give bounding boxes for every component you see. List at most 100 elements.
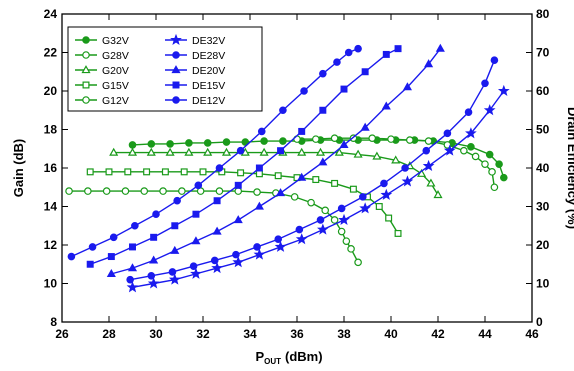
data-point	[497, 84, 510, 96]
series-de32v	[126, 84, 510, 293]
data-point	[203, 139, 212, 147]
legend-swatch-marker	[82, 51, 90, 59]
data-point	[405, 136, 414, 144]
x-axis-title-main: P	[255, 349, 264, 364]
data-point	[311, 135, 320, 143]
data-point	[387, 135, 395, 143]
data-point	[382, 50, 390, 58]
data-point	[340, 85, 348, 93]
legend: G32V G28V G20V G15V G12V DE32V DE28V DE20V DE15V…	[67, 26, 263, 112]
data-point	[433, 190, 443, 199]
data-point	[109, 233, 118, 242]
series-line	[132, 139, 505, 178]
y-tick-label: 18	[44, 123, 58, 137]
data-point	[391, 155, 401, 164]
data-point	[221, 147, 232, 156]
y2-tick-label: 30	[536, 200, 550, 214]
data-point	[298, 127, 306, 135]
data-point	[300, 87, 308, 95]
data-point	[274, 240, 287, 252]
y2-tick-label: 40	[536, 161, 550, 175]
data-point	[124, 168, 132, 176]
x-tick-label: 38	[337, 327, 351, 341]
legend-label: G20V	[102, 65, 129, 77]
y-tick-label: 10	[44, 277, 58, 291]
legend-item: G32V	[75, 35, 129, 47]
data-point	[443, 129, 452, 138]
x-tick-label: 36	[290, 327, 304, 341]
x-tick-label: 34	[243, 327, 257, 341]
data-point	[401, 175, 414, 187]
data-point	[140, 187, 149, 195]
y2-tick-label: 10	[536, 277, 550, 291]
data-point	[342, 237, 351, 245]
legend-item: DE32V	[165, 33, 225, 47]
data-point	[319, 106, 327, 114]
y2-axis-title: Drain Efficiency (%)	[565, 107, 574, 229]
series-g12v	[65, 187, 362, 267]
legend-swatch-marker	[81, 65, 91, 74]
data-point	[279, 106, 287, 115]
data-point	[199, 168, 207, 176]
data-point	[67, 252, 76, 261]
legend-label: DE12V	[192, 95, 225, 107]
data-point	[255, 164, 263, 172]
data-point	[257, 127, 266, 136]
data-point	[234, 187, 243, 195]
data-point	[253, 243, 261, 251]
data-point	[277, 147, 285, 155]
data-point	[401, 164, 409, 172]
data-point	[426, 178, 436, 187]
data-point	[215, 164, 224, 172]
x-axis-title: POUT (dBm)	[255, 349, 322, 366]
data-point	[194, 181, 203, 190]
data-point	[316, 216, 325, 224]
data-point	[86, 168, 94, 176]
data-point	[422, 159, 435, 172]
data-point	[318, 157, 328, 166]
y-tick-label: 24	[44, 7, 58, 21]
data-point	[165, 147, 175, 156]
data-point	[464, 108, 473, 116]
legend-swatch-marker	[172, 96, 180, 104]
data-point	[319, 69, 327, 78]
data-point	[260, 137, 268, 145]
series-de15v	[86, 45, 402, 268]
x-tick-label: 32	[196, 327, 210, 341]
data-point	[315, 147, 326, 156]
data-point	[191, 236, 201, 245]
data-point	[375, 203, 383, 210]
data-point	[88, 243, 97, 251]
data-point	[499, 173, 508, 182]
data-point	[255, 170, 263, 178]
x-tick-label: 26	[55, 327, 69, 341]
data-point	[290, 193, 299, 201]
data-point	[213, 197, 221, 205]
series-line	[71, 48, 359, 258]
data-point	[152, 210, 160, 219]
data-point	[236, 146, 245, 155]
legend-label: G28V	[102, 50, 129, 62]
data-point	[334, 147, 344, 156]
y-axis-title: Gain (dB)	[11, 139, 26, 198]
x-tick-label: 30	[149, 327, 163, 341]
data-point	[385, 214, 393, 222]
x-axis-title-unit: (dBm)	[285, 349, 323, 364]
data-point	[471, 152, 480, 161]
data-point	[353, 149, 363, 158]
data-point	[333, 58, 341, 66]
legend-label: G15V	[102, 80, 129, 92]
data-point	[129, 243, 136, 251]
data-point	[105, 168, 113, 176]
data-point	[170, 245, 180, 254]
data-point	[380, 188, 393, 200]
y-tick-label: 12	[44, 238, 58, 252]
data-point	[337, 204, 346, 213]
legend-swatch-marker	[172, 51, 180, 59]
data-point	[317, 223, 329, 235]
legend-item: G12V	[75, 95, 129, 107]
data-point	[65, 187, 73, 195]
data-point	[372, 151, 382, 160]
data-point	[159, 187, 167, 195]
